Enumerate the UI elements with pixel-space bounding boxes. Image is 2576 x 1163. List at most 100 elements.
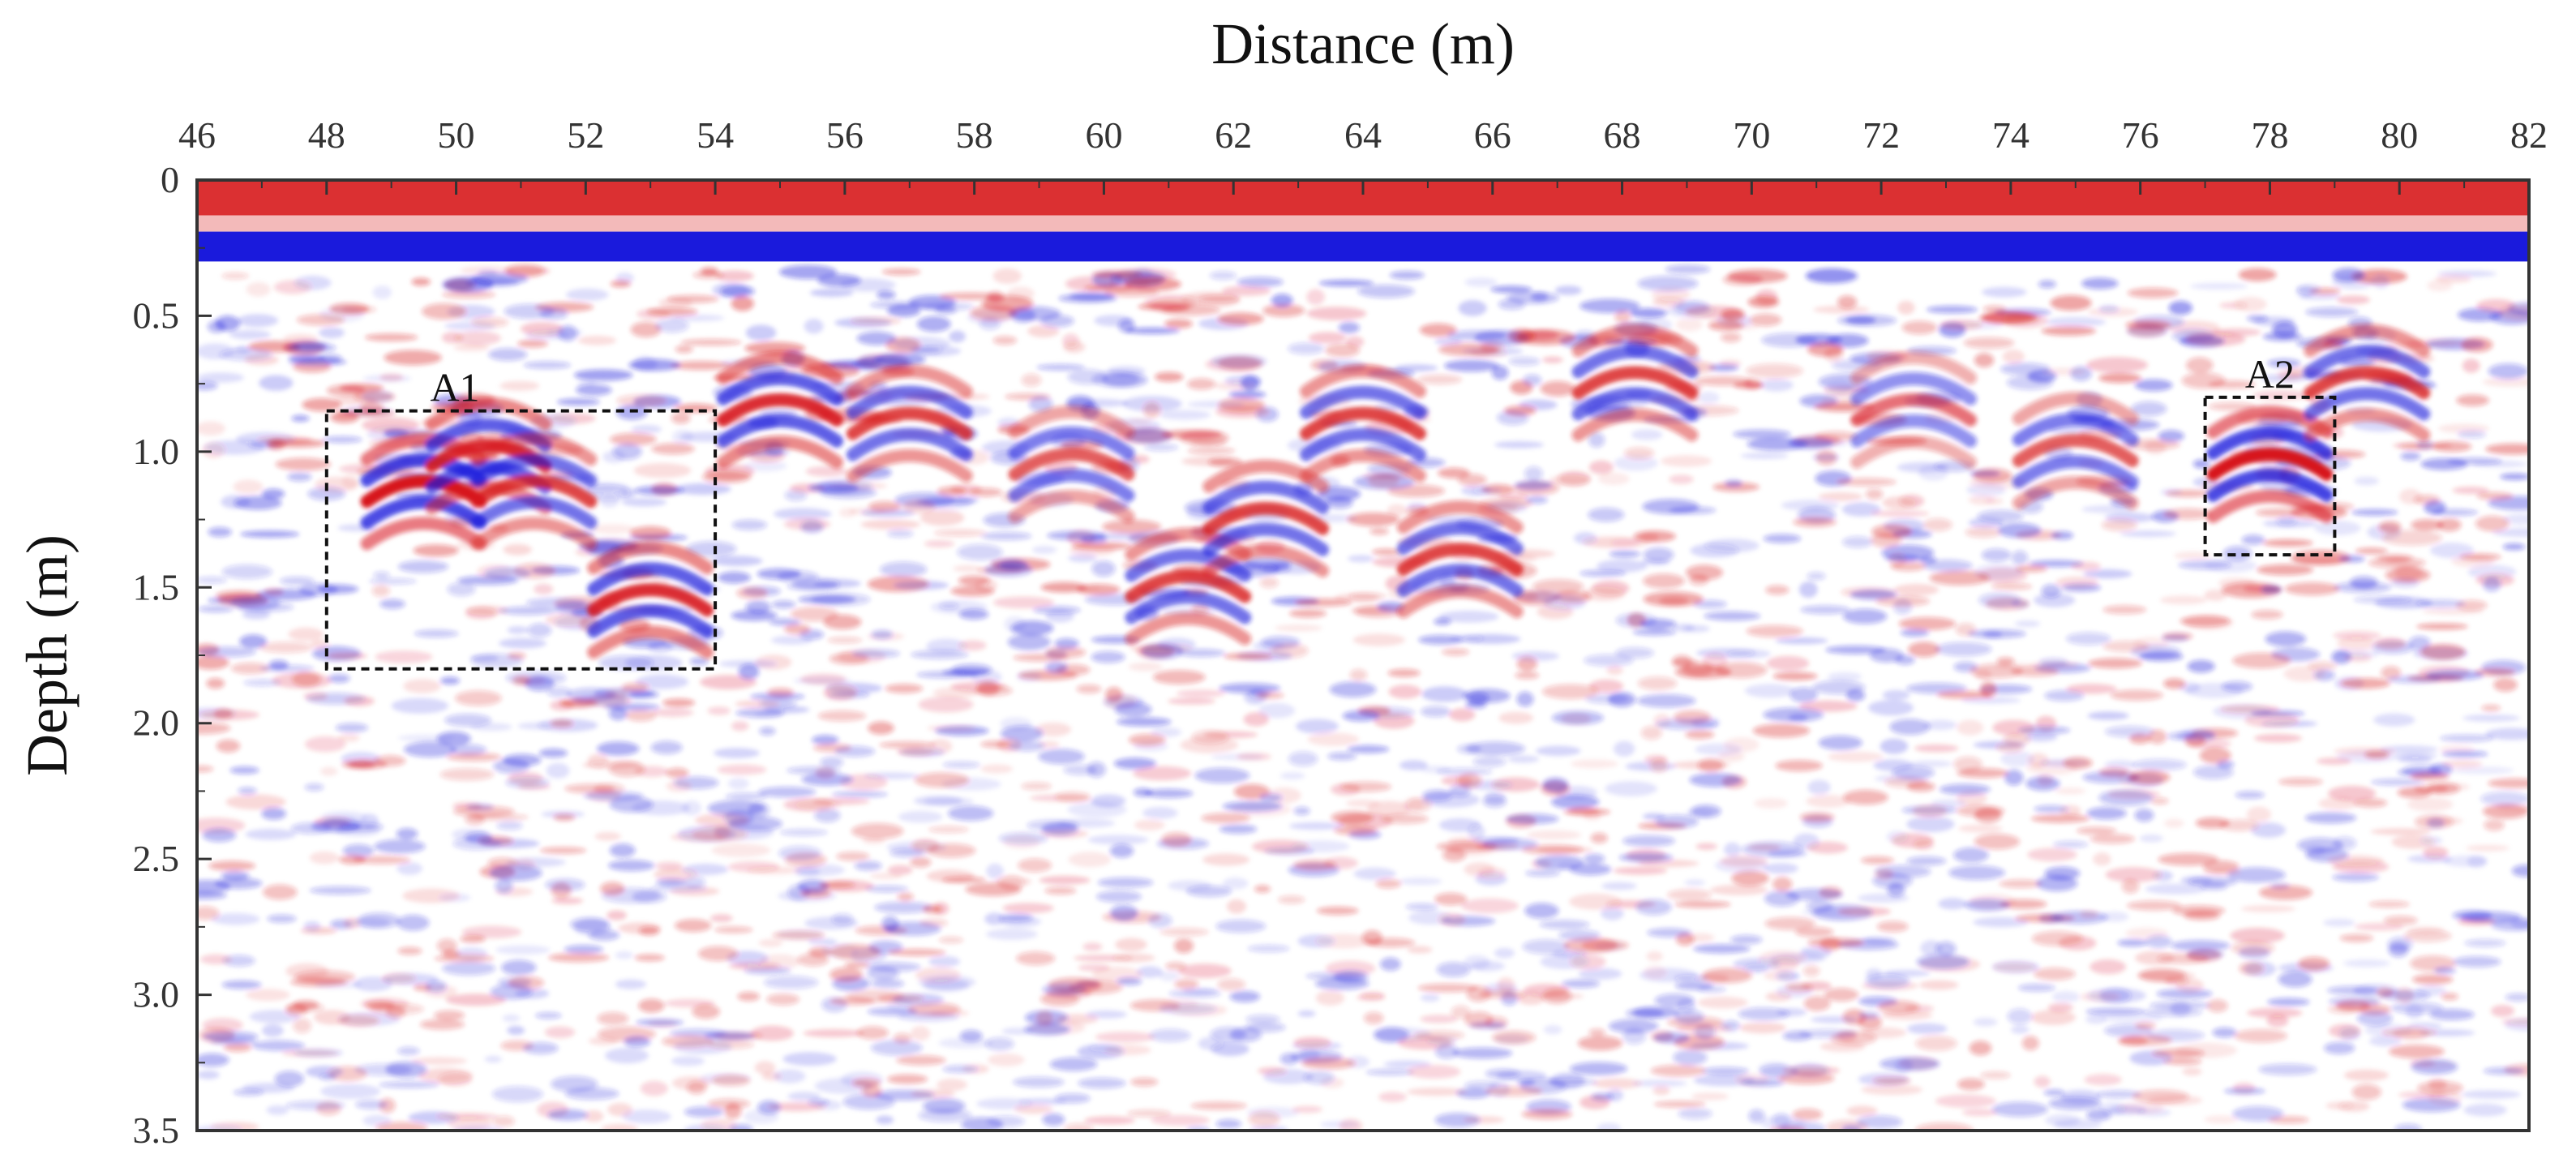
y-axis-title: Depth (m) [15,534,79,776]
y-axis-ticks: 00.51.01.52.02.53.03.5 [133,159,212,1151]
texture-blob [1998,522,2042,539]
texture-blob [675,919,712,933]
texture-blob [937,1078,967,1092]
texture-blob [290,822,332,835]
texture-blob [1982,286,2027,298]
texture-blob [1814,431,1858,442]
texture-blob [2012,599,2030,608]
texture-blob [933,529,987,537]
texture-blob [1438,818,1481,832]
anomaly-box-a1 [324,409,718,671]
texture-blob [1776,971,1800,981]
texture-blob [612,443,642,460]
texture-blob [2053,840,2089,848]
y-tick-label: 2.0 [133,702,180,744]
texture-blob [1906,1023,1948,1035]
texture-blob [371,585,390,597]
texture-blob [2145,883,2207,895]
texture-blob [2085,1014,2107,1024]
texture-blob [1115,938,1147,951]
texture-blob [1040,829,1088,839]
texture-blob [1102,519,1162,534]
texture-blob [2181,372,2226,389]
texture-blob [2158,430,2184,443]
reflector-arc [2012,434,2139,468]
texture-blob [1955,623,1976,637]
texture-blob [1497,410,1529,426]
texture-blob [1914,1122,1974,1131]
texture-blob [1570,1062,1628,1075]
texture-blob [197,818,246,834]
texture-blob [2030,1010,2076,1025]
texture-blob [680,338,742,346]
texture-blob [1609,550,1641,558]
texture-blob [1746,363,1803,379]
texture-blob [1126,1109,1172,1118]
x-tick-label: 62 [1215,114,1252,156]
texture-blob [272,672,332,689]
texture-blob [2145,440,2167,455]
texture-blob [1868,700,1914,716]
texture-blob [1953,756,1982,773]
texture-blob [1588,679,1624,693]
texture-blob [2389,1045,2445,1058]
texture-blob [208,860,256,871]
texture-blob [1735,1073,1769,1086]
texture-blob [1733,429,1791,439]
texture-blob [2098,305,2120,313]
texture-blob [834,317,892,328]
texture-blob [1879,1057,1940,1071]
texture-blob [281,1049,339,1058]
texture-blob [1009,740,1045,752]
texture-blob [1884,777,1928,788]
texture-blob [1419,323,1457,337]
texture-blob [738,663,760,680]
texture-blob [404,741,456,757]
texture-blob [2355,923,2404,931]
texture-blob [1222,800,1283,812]
texture-blob [442,961,496,976]
texture-blob [784,624,811,634]
texture-blob [1151,727,1182,737]
texture-blob [1524,466,1543,482]
texture-blob [1554,285,1582,295]
texture-blob [736,586,768,599]
texture-blob [898,810,943,823]
texture-blob [1144,444,1179,452]
texture-blob [607,1103,633,1117]
texture-blob [1134,819,1165,830]
texture-blob [1890,561,1927,572]
texture-blob [1613,866,1668,875]
texture-blob [2222,680,2252,693]
texture-blob [208,526,232,538]
texture-blob [2171,940,2231,951]
texture-blob [230,663,270,675]
texture-blob [373,571,390,579]
texture-blob [2128,770,2171,785]
texture-blob [667,294,719,303]
texture-blob [1684,879,1706,886]
texture-blob [1827,333,1869,348]
texture-blob [1114,702,1152,717]
texture-blob [1605,665,1623,676]
texture-blob [1629,308,1667,318]
texture-blob [2381,530,2442,546]
texture-blob [268,659,289,670]
reflector-arc [470,517,598,551]
texture-blob [2462,358,2480,373]
texture-blob [1704,611,1761,621]
reflector-arc [1300,406,1426,440]
texture-blob [1891,833,1934,848]
texture-blob [1021,373,1042,387]
texture-blob [2381,1028,2437,1037]
reflector-arc [1396,543,1524,577]
texture-blob [455,690,502,706]
texture-blob [1577,1036,1623,1051]
texture-blob [2102,641,2150,652]
texture-blob [604,703,660,711]
texture-blob [702,470,751,483]
texture-blob [981,295,1034,312]
texture-blob [827,637,863,644]
texture-blob [911,1089,955,1099]
texture-blob [1024,1023,1070,1036]
